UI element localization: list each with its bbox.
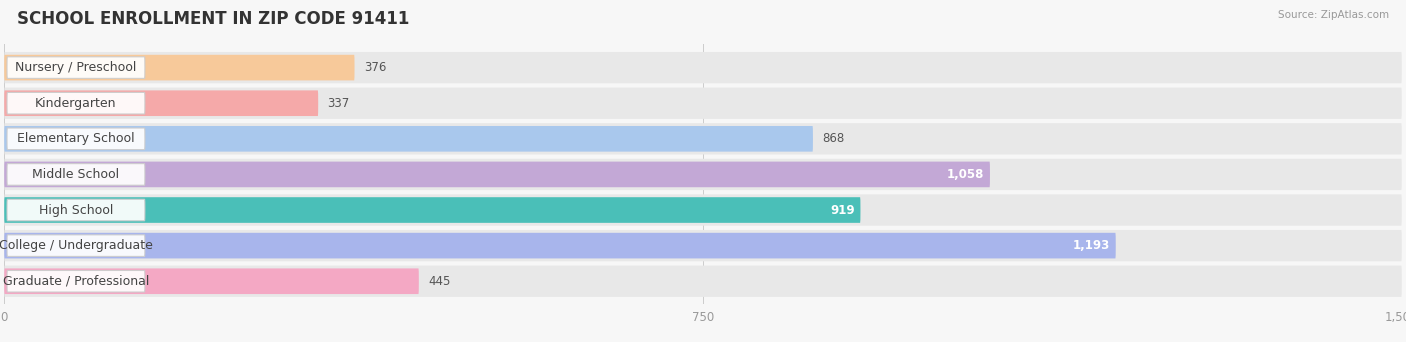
Text: High School: High School: [39, 203, 112, 216]
Text: 868: 868: [823, 132, 845, 145]
FancyBboxPatch shape: [7, 92, 145, 114]
FancyBboxPatch shape: [7, 128, 145, 149]
Text: 1,193: 1,193: [1073, 239, 1111, 252]
FancyBboxPatch shape: [4, 197, 860, 223]
FancyBboxPatch shape: [7, 164, 145, 185]
FancyBboxPatch shape: [4, 162, 990, 187]
Text: Graduate / Professional: Graduate / Professional: [3, 275, 149, 288]
FancyBboxPatch shape: [4, 123, 1402, 155]
Text: 1,058: 1,058: [948, 168, 984, 181]
FancyBboxPatch shape: [4, 268, 419, 294]
Text: College / Undergraduate: College / Undergraduate: [0, 239, 153, 252]
Text: Nursery / Preschool: Nursery / Preschool: [15, 61, 136, 74]
FancyBboxPatch shape: [4, 126, 813, 152]
Text: 376: 376: [364, 61, 387, 74]
Text: SCHOOL ENROLLMENT IN ZIP CODE 91411: SCHOOL ENROLLMENT IN ZIP CODE 91411: [17, 10, 409, 28]
Text: Source: ZipAtlas.com: Source: ZipAtlas.com: [1278, 10, 1389, 20]
FancyBboxPatch shape: [4, 52, 1402, 83]
FancyBboxPatch shape: [7, 271, 145, 292]
FancyBboxPatch shape: [4, 233, 1116, 259]
FancyBboxPatch shape: [4, 266, 1402, 297]
FancyBboxPatch shape: [4, 230, 1402, 261]
Text: Kindergarten: Kindergarten: [35, 97, 117, 110]
FancyBboxPatch shape: [7, 199, 145, 221]
FancyBboxPatch shape: [7, 57, 145, 78]
FancyBboxPatch shape: [4, 55, 354, 80]
FancyBboxPatch shape: [7, 235, 145, 256]
Text: 919: 919: [831, 203, 855, 216]
FancyBboxPatch shape: [4, 159, 1402, 190]
FancyBboxPatch shape: [4, 90, 318, 116]
FancyBboxPatch shape: [4, 194, 1402, 226]
Text: 337: 337: [328, 97, 350, 110]
Text: Elementary School: Elementary School: [17, 132, 135, 145]
FancyBboxPatch shape: [4, 88, 1402, 119]
Text: 445: 445: [429, 275, 450, 288]
Text: Middle School: Middle School: [32, 168, 120, 181]
